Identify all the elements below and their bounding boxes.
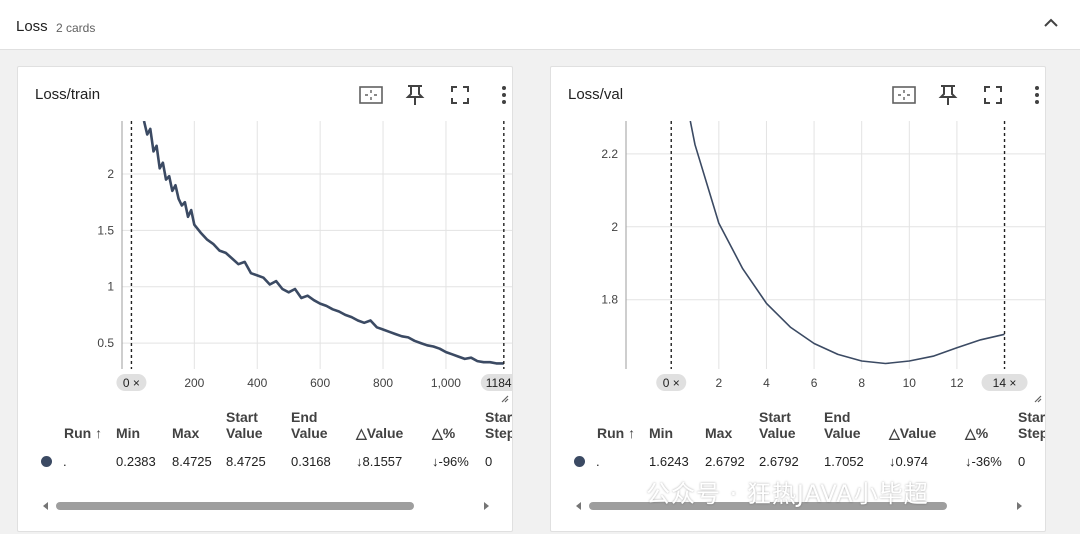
column-header-end: End Value xyxy=(824,409,861,441)
range-marker-label: 1184 × xyxy=(486,376,513,390)
resize-handle-icon[interactable] xyxy=(501,395,509,403)
fullscreen-icon[interactable] xyxy=(448,83,472,107)
column-header-dpct: △% xyxy=(965,425,989,441)
cell-step: 0 xyxy=(485,454,493,469)
more-vert-icon[interactable] xyxy=(1025,83,1046,107)
column-header-start: Start Value xyxy=(226,409,263,441)
cell-dvalue: ↓0.974 xyxy=(889,454,929,469)
run-color-dot xyxy=(574,456,585,467)
series-line xyxy=(689,121,1005,365)
x-tick-label: 600 xyxy=(310,376,330,390)
cell-end: 0.3168 xyxy=(291,454,331,469)
range-marker-label: 14 × xyxy=(993,376,1017,390)
data-table: Run ↑ Min Max Start Value End Value △Value △% Sta… xyxy=(551,67,1046,531)
cell-run: . xyxy=(63,454,67,469)
y-tick-label: 2.2 xyxy=(601,147,618,161)
column-header-end: End Value xyxy=(291,409,328,441)
x-tick-label: 10 xyxy=(903,376,917,390)
card-title: Loss/train xyxy=(35,86,101,103)
range-marker-label: 0 × xyxy=(663,376,680,390)
pin-icon[interactable] xyxy=(936,83,960,107)
x-tick-label: 6 xyxy=(811,376,818,390)
line-chart[interactable]: 1.8 2 2.2 2 4 6 8 10 12 0 × 14 × xyxy=(551,67,1046,407)
section-card-count: 2 cards xyxy=(56,21,96,35)
card-title: Loss/val xyxy=(568,86,624,103)
section-header: Loss 2 cards xyxy=(0,0,1080,50)
cell-dpct: ↓-96% xyxy=(432,454,469,469)
fit-domain-icon[interactable] xyxy=(892,83,916,107)
cell-max: 2.6792 xyxy=(705,454,745,469)
x-tick-label: 200 xyxy=(184,376,204,390)
y-tick-label: 0.5 xyxy=(97,336,114,350)
watermark: 公众号 · 狂热JAVA小毕超 xyxy=(646,480,929,508)
fit-domain-icon[interactable] xyxy=(359,83,383,107)
resize-handle-icon[interactable] xyxy=(1034,395,1042,403)
range-marker-chip[interactable] xyxy=(116,374,147,391)
cell-min: 0.2383 xyxy=(116,454,156,469)
column-header-dvalue: △Value xyxy=(356,425,404,441)
column-header-dvalue: △Value xyxy=(889,425,937,441)
cell-min: 1.6243 xyxy=(649,454,689,469)
section-title: Loss xyxy=(16,18,48,35)
column-header-min: Min xyxy=(649,425,674,441)
fullscreen-icon[interactable] xyxy=(981,83,1005,107)
x-tick-label: 12 xyxy=(950,376,964,390)
pin-icon[interactable] xyxy=(403,83,427,107)
column-header-start: Start Value xyxy=(759,409,796,441)
column-header-max: Max xyxy=(172,425,200,441)
horizontal-scrollbar[interactable] xyxy=(40,498,500,514)
x-tick-label: 8 xyxy=(858,376,865,390)
cell-start: 2.6792 xyxy=(759,454,799,469)
column-header-max: Max xyxy=(705,425,733,441)
column-header-run[interactable]: Run ↑ xyxy=(64,425,103,441)
cell-step: 0 xyxy=(1018,454,1026,469)
cell-dvalue: ↓8.1557 xyxy=(356,454,403,469)
card-loss-train: Loss/train 0.5 1 1.5 2 200 400 600 800 1,000 0 × 1… xyxy=(17,66,513,532)
x-tick-label: 4 xyxy=(763,376,770,390)
cell-run: . xyxy=(596,454,600,469)
cell-end: 1.7052 xyxy=(824,454,864,469)
run-color-dot xyxy=(41,456,52,467)
range-marker-label: 0 × xyxy=(123,376,140,390)
x-tick-label: 2 xyxy=(716,376,723,390)
column-header-min: Min xyxy=(116,425,141,441)
column-header-step: Star Step xyxy=(1018,409,1046,441)
cell-dpct: ↓-36% xyxy=(965,454,1002,469)
horizontal-scrollbar[interactable] xyxy=(573,498,1033,514)
x-tick-label: 1,000 xyxy=(431,376,461,390)
y-tick-label: 1.8 xyxy=(601,293,618,307)
range-marker-chip[interactable] xyxy=(480,374,513,391)
data-table: Run ↑ Min Max Start Value End Value △Value △% Sta… xyxy=(18,67,513,531)
y-tick-label: 1.5 xyxy=(97,223,114,237)
x-tick-label: 400 xyxy=(247,376,267,390)
line-chart[interactable]: 0.5 1 1.5 2 200 400 600 800 1,000 0 × 1184 × xyxy=(18,67,513,407)
column-header-step: Star Step xyxy=(485,409,513,441)
column-header-run[interactable]: Run ↑ xyxy=(597,425,636,441)
cell-max: 8.4725 xyxy=(172,454,212,469)
range-marker-chip[interactable] xyxy=(981,374,1028,391)
cell-start: 8.4725 xyxy=(226,454,266,469)
y-tick-label: 2 xyxy=(107,167,114,181)
chevron-up-icon[interactable] xyxy=(1040,12,1062,34)
range-marker-chip[interactable] xyxy=(656,374,687,391)
column-header-dpct: △% xyxy=(432,425,456,441)
more-vert-icon[interactable] xyxy=(492,83,513,107)
series-line xyxy=(142,121,504,365)
x-tick-label: 800 xyxy=(373,376,393,390)
card-loss-val: Loss/val 1.8 2 2.2 2 4 6 8 10 12 0 × 14 × Run ↑ Min… xyxy=(550,66,1046,532)
y-tick-label: 1 xyxy=(107,280,114,294)
y-tick-label: 2 xyxy=(611,220,618,234)
